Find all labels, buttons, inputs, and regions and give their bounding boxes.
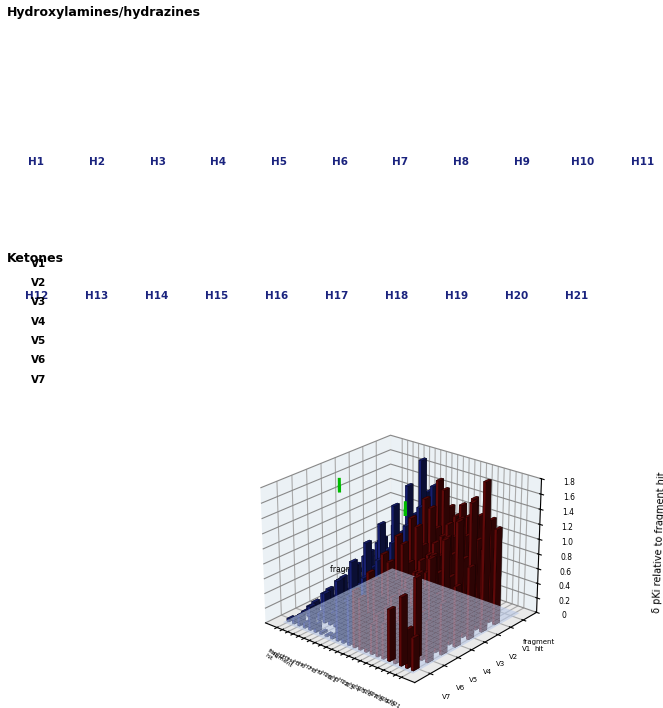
Text: H2: H2 [89,157,105,167]
Text: H3: H3 [150,157,166,167]
Text: H11: H11 [631,157,655,167]
Text: H5: H5 [271,157,287,167]
Text: H14: H14 [145,291,168,301]
Text: H12: H12 [25,291,48,301]
Text: V5: V5 [30,336,46,346]
Text: H16: H16 [265,291,288,301]
Text: H7: H7 [392,157,408,167]
Text: V6: V6 [30,355,46,365]
Text: V4: V4 [30,316,46,326]
Text: H17: H17 [325,291,348,301]
Text: H8: H8 [453,157,469,167]
Text: H1: H1 [29,157,44,167]
Text: H20: H20 [505,291,528,301]
Text: V1: V1 [30,258,46,268]
Text: V7: V7 [30,375,46,384]
Text: Ketones: Ketones [7,253,64,266]
Text: H18: H18 [385,291,408,301]
Text: Hydroxylamines/hydrazines: Hydroxylamines/hydrazines [7,6,201,19]
Text: H4: H4 [210,157,227,167]
Text: H21: H21 [565,291,589,301]
Text: H19: H19 [445,291,468,301]
Text: V2: V2 [30,278,46,288]
Text: V3: V3 [30,297,46,307]
Text: H13: H13 [85,291,108,301]
Text: H6: H6 [332,157,348,167]
Text: H15: H15 [205,291,228,301]
Text: H9: H9 [514,157,530,167]
Text: H10: H10 [571,157,594,167]
